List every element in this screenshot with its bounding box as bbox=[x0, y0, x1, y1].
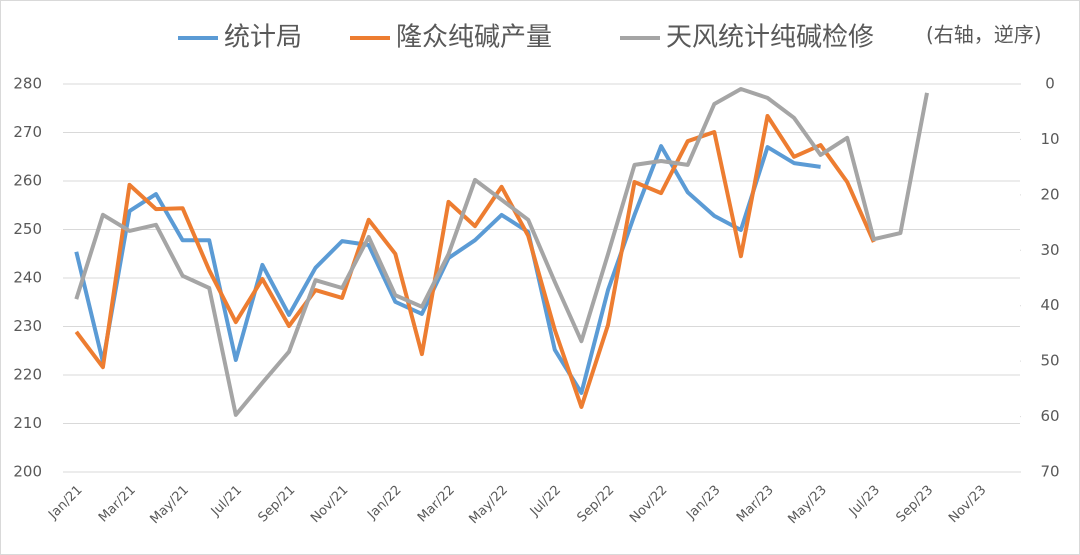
y2-tick-label: 40 bbox=[1040, 296, 1059, 314]
y-tick-label: 230 bbox=[13, 317, 42, 335]
y2-tick-label: 60 bbox=[1040, 407, 1059, 425]
series-line bbox=[74, 114, 876, 409]
y-tick-label: 250 bbox=[13, 220, 42, 238]
y-tick-label: 220 bbox=[13, 366, 42, 384]
y2-tick-label: 50 bbox=[1040, 352, 1059, 370]
legend-note: (右轴，逆序) bbox=[926, 23, 1042, 47]
y-tick-label: 260 bbox=[13, 172, 42, 190]
y-tick-label: 240 bbox=[13, 269, 42, 287]
y2-tick-label: 0 bbox=[1045, 75, 1055, 93]
legend-label: 隆众纯碱产量 bbox=[396, 23, 552, 53]
y2-tick-label: 30 bbox=[1040, 241, 1059, 259]
legend-label: 天风统计纯碱检修 bbox=[666, 23, 874, 53]
y-tick-label: 270 bbox=[13, 123, 42, 141]
y-tick-label: 200 bbox=[13, 463, 42, 481]
y2-tick-label: 70 bbox=[1040, 463, 1059, 481]
y2-tick-label: 20 bbox=[1040, 185, 1059, 203]
legend-label: 统计局 bbox=[224, 23, 302, 53]
y-tick-label: 280 bbox=[13, 75, 42, 93]
series-line bbox=[74, 87, 929, 417]
y2-tick-label: 10 bbox=[1040, 130, 1059, 148]
y-tick-label: 210 bbox=[13, 414, 42, 432]
